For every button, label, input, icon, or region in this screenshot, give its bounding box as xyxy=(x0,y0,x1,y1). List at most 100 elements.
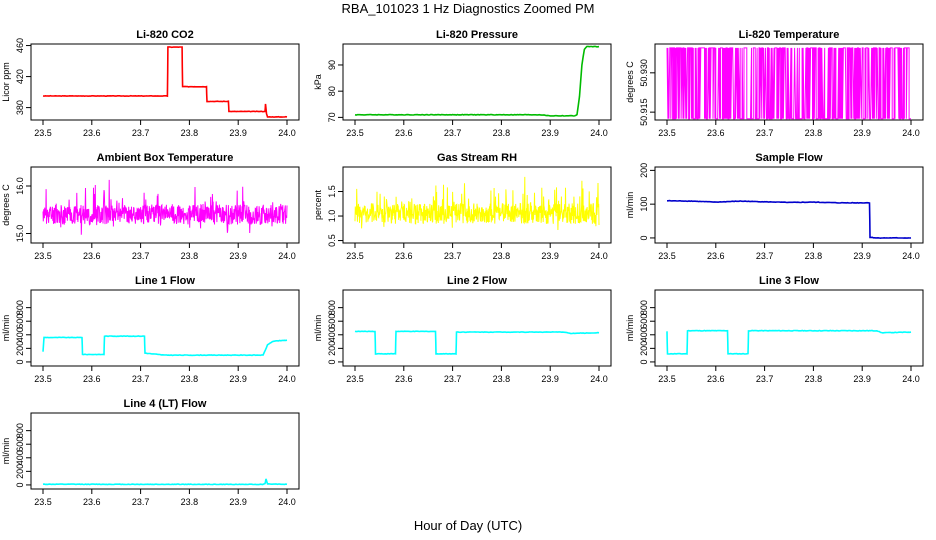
x-tick-label: 23.9 xyxy=(229,251,247,261)
panel-line4: Line 4 (LT) Flow 23.5 23.6 23.7 23.8 23.9 24.0… xyxy=(1,398,300,507)
x-tick-label: 24.0 xyxy=(902,128,920,138)
x-tick-label: 23.5 xyxy=(346,251,364,261)
y-tick-label: 600 xyxy=(15,437,25,452)
x-tick-label: 23.7 xyxy=(444,251,462,261)
x-tick-label: 23.8 xyxy=(805,128,823,138)
y-tick-label: 400 xyxy=(327,327,337,342)
x-tick-label: 23.5 xyxy=(658,251,676,261)
y-tick-label: 0 xyxy=(639,359,649,364)
series-line-ambient xyxy=(42,179,288,235)
x-tick-label: 24.0 xyxy=(590,251,608,261)
y-axis-label: ml/min xyxy=(313,315,323,342)
series-line-rh xyxy=(354,176,600,231)
y-axis-label: ml/min xyxy=(1,438,11,465)
x-tick-label: 23.6 xyxy=(83,251,101,261)
plot-frame xyxy=(30,289,300,367)
panel-title: Sample Flow xyxy=(755,152,823,164)
x-tick-label: 24.0 xyxy=(278,374,296,384)
y-tick-label: 600 xyxy=(327,314,337,329)
y-axis-label: degrees C xyxy=(1,184,11,226)
x-tick-label: 23.9 xyxy=(541,374,559,384)
y-tick-label: 0 xyxy=(15,359,25,364)
y-tick-label: 0 xyxy=(15,482,25,487)
y-tick-label: 80 xyxy=(327,86,337,96)
y-tick-label: 400 xyxy=(639,327,649,342)
x-tick-label: 24.0 xyxy=(590,128,608,138)
x-tick-label: 23.6 xyxy=(707,374,725,384)
x-tick-label: 23.5 xyxy=(658,128,676,138)
x-tick-label: 23.7 xyxy=(444,374,462,384)
series-line-line4 xyxy=(42,478,288,486)
panel-line3: Line 3 Flow 23.5 23.6 23.7 23.8 23.9 24.0 0 2004… xyxy=(625,275,924,384)
plot-frame xyxy=(30,412,300,490)
x-tick-label: 23.8 xyxy=(181,251,199,261)
y-tick-label: 400 xyxy=(15,327,25,342)
x-tick-label: 23.6 xyxy=(395,251,413,261)
x-tick-label: 23.7 xyxy=(132,251,150,261)
panel-title: Ambient Box Temperature xyxy=(97,152,234,164)
panel-line1: Line 1 Flow 23.5 23.6 23.7 23.8 23.9 24.0 0 2004… xyxy=(1,275,300,384)
y-tick-label: 200 xyxy=(639,163,649,178)
series-line-co2 xyxy=(42,46,288,118)
figure-title: RBA_101023 1 Hz Diagnostics Zoomed PM xyxy=(341,1,595,16)
y-tick-label: 420 xyxy=(15,69,25,84)
y-tick-label: 460 xyxy=(15,38,25,53)
x-tick-label: 23.5 xyxy=(34,251,52,261)
y-tick-label: 0 xyxy=(639,235,649,240)
x-tick-label: 24.0 xyxy=(278,128,296,138)
y-tick-label: 0.5 xyxy=(327,234,337,247)
panel-pressure: Li-820 Pressure 23.5 23.6 23.7 23.8 23.9 24.0 7… xyxy=(313,29,612,138)
x-tick-label: 23.9 xyxy=(541,128,559,138)
y-tick-label: 400 xyxy=(15,450,25,465)
plot-frame xyxy=(654,289,924,367)
x-tick-label: 23.7 xyxy=(756,374,774,384)
x-tick-label: 23.7 xyxy=(756,128,774,138)
y-tick-label: 200 xyxy=(639,341,649,356)
plot-frame xyxy=(342,43,612,121)
panel-title: Line 1 Flow xyxy=(135,275,195,287)
y-tick-label: 90 xyxy=(327,60,337,70)
x-tick-label: 23.6 xyxy=(83,128,101,138)
x-tick-label: 23.7 xyxy=(132,128,150,138)
x-tick-label: 23.9 xyxy=(229,497,247,507)
x-tick-label: 23.8 xyxy=(805,251,823,261)
x-tick-label: 23.7 xyxy=(132,374,150,384)
panel-line2: Line 2 Flow 23.5 23.6 23.7 23.8 23.9 24.0 0 2004… xyxy=(313,275,612,384)
x-tick-label: 23.6 xyxy=(395,128,413,138)
y-tick-label: 200 xyxy=(15,341,25,356)
x-tick-label: 23.6 xyxy=(707,128,725,138)
series-line-sample xyxy=(667,199,912,240)
x-tick-label: 23.5 xyxy=(34,497,52,507)
x-tick-label: 23.6 xyxy=(83,497,101,507)
y-axis-label: ml/min xyxy=(625,315,635,342)
y-tick-label: 800 xyxy=(15,423,25,438)
panel-title: Li-820 CO2 xyxy=(136,29,193,41)
figure-x-axis-label: Hour of Day (UTC) xyxy=(413,518,523,533)
x-tick-label: 24.0 xyxy=(278,497,296,507)
series-line-line3 xyxy=(666,329,912,355)
plot-frame xyxy=(342,166,612,244)
panel-title: Li-820 Pressure xyxy=(436,29,518,41)
x-tick-label: 23.8 xyxy=(493,374,511,384)
x-tick-label: 24.0 xyxy=(590,374,608,384)
x-tick-label: 23.8 xyxy=(181,128,199,138)
y-tick-label: 200 xyxy=(327,341,337,356)
panel-ambient: Ambient Box Temperature 23.5 23.6 23.7 23.8 2… xyxy=(1,152,300,261)
y-tick-label: 800 xyxy=(639,300,649,315)
plot-frame xyxy=(654,166,924,244)
y-tick-label: 600 xyxy=(639,314,649,329)
y-tick-label: 800 xyxy=(15,300,25,315)
x-tick-label: 23.9 xyxy=(853,128,871,138)
x-tick-label: 23.9 xyxy=(229,374,247,384)
x-tick-label: 23.5 xyxy=(658,374,676,384)
x-tick-label: 23.6 xyxy=(707,251,725,261)
x-tick-label: 23.9 xyxy=(229,128,247,138)
x-tick-label: 24.0 xyxy=(278,251,296,261)
x-tick-label: 23.8 xyxy=(805,374,823,384)
x-tick-label: 23.6 xyxy=(395,374,413,384)
x-tick-label: 24.0 xyxy=(902,251,920,261)
panel-rh: Gas Stream RH 23.5 23.6 23.7 23.8 23.9 24.0 0.5… xyxy=(313,152,612,261)
panel-title: Line 3 Flow xyxy=(759,275,819,287)
plot-frame xyxy=(654,43,924,121)
x-tick-label: 23.8 xyxy=(181,374,199,384)
